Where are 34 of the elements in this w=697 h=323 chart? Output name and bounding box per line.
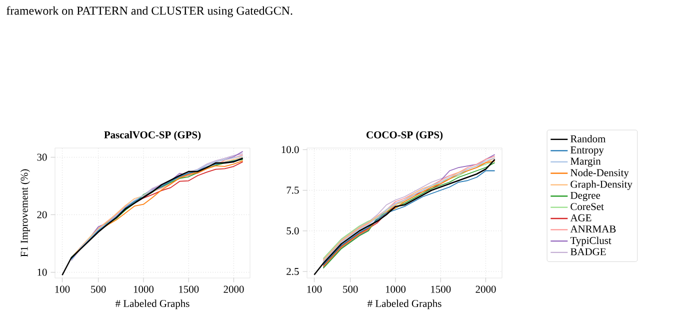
x-tick-label: 100: [55, 286, 70, 293]
x-axis-title: # Labeled Graphs: [116, 300, 190, 310]
chart-title: COCO-SP (GPS): [366, 131, 443, 140]
chart-title: PascalVOC-SP (GPS): [104, 131, 201, 140]
y-tick-label: 10.0: [282, 146, 299, 154]
legend-label: Random: [570, 134, 606, 142]
legend-label: Margin: [570, 158, 601, 167]
x-tick-label: 500: [343, 286, 358, 293]
y-tick-label: 10: [38, 268, 47, 276]
x-tick-label: 1000: [386, 286, 406, 293]
x-tick-label: 1500: [179, 286, 199, 293]
y-tick-label: 5.0: [286, 227, 299, 234]
y-tick-label: 7.5: [286, 186, 299, 194]
legend-label: BADGE: [570, 248, 606, 256]
x-tick-label: 2000: [476, 286, 496, 293]
text: framework on PATTERN and CLUSTER using GatedGCN.: [6, 6, 292, 18]
x-tick-label: 500: [91, 286, 106, 293]
x-tick-label: 2000: [224, 286, 244, 293]
legend-label: TypiClust: [570, 236, 612, 246]
x-axis-title: # Labeled Graphs: [368, 300, 442, 310]
legend-label: Degree: [570, 192, 600, 202]
legend-label: ANRMAB: [570, 226, 616, 232]
y-tick-label: 2.5: [286, 268, 299, 276]
y-tick-label: 20: [37, 211, 47, 218]
y-axis-title: F1 Improvement (%): [20, 169, 30, 257]
x-tick-label: 100: [307, 286, 322, 293]
y-tick-label: 30: [37, 154, 47, 161]
legend-label: Graph-Density: [570, 180, 632, 190]
legend-label: AGE: [570, 214, 592, 222]
legend-label: Node-Density: [570, 168, 629, 178]
legend-label: Entropy: [570, 146, 604, 156]
x-tick-label: 1500: [431, 286, 451, 293]
legend-label: CoreSet: [570, 203, 604, 210]
x-tick-label: 1000: [134, 286, 154, 293]
